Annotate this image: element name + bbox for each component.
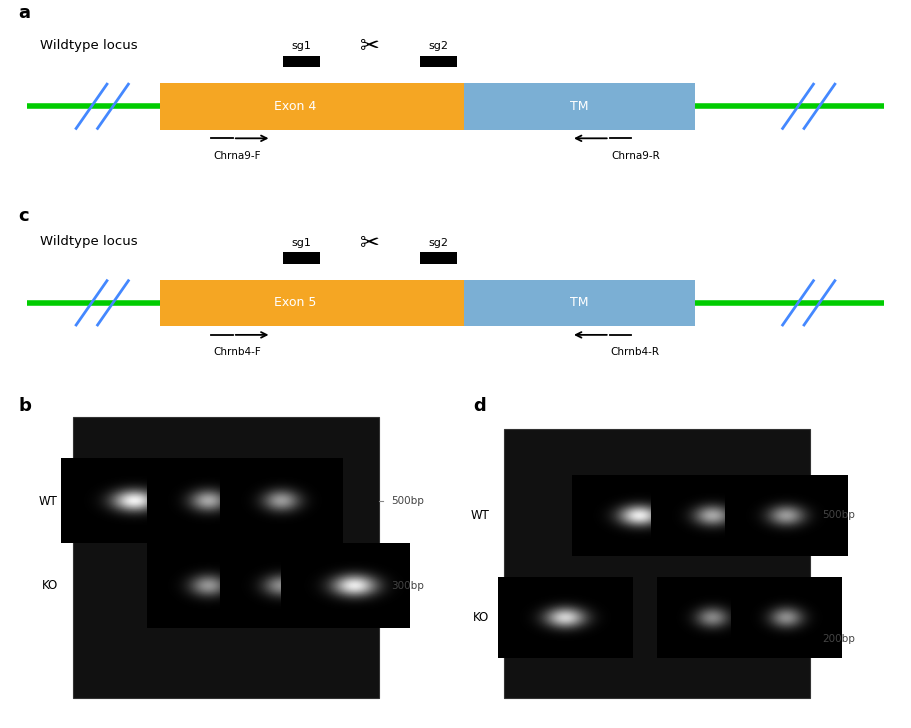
Text: 200bp: 200bp: [822, 634, 855, 644]
Bar: [420, 252, 457, 264]
Text: sg1: sg1: [292, 238, 312, 248]
Text: sg1: sg1: [292, 41, 312, 51]
Bar: [282, 55, 320, 67]
Text: a: a: [18, 4, 30, 22]
Bar: [464, 83, 695, 130]
Text: TM: TM: [570, 100, 589, 113]
Bar: [73, 417, 379, 698]
Text: ✂: ✂: [360, 34, 380, 58]
Text: b: b: [18, 397, 31, 415]
Bar: [420, 55, 457, 67]
Text: Exon 5: Exon 5: [273, 296, 316, 309]
Bar: [160, 280, 464, 326]
Text: ✂: ✂: [360, 231, 380, 255]
Text: Chrnb4-R: Chrnb4-R: [611, 347, 660, 357]
Bar: [282, 252, 320, 264]
Text: 500bp: 500bp: [822, 510, 855, 521]
Text: c: c: [18, 207, 29, 226]
Text: d: d: [474, 397, 486, 415]
Text: KO: KO: [42, 579, 58, 592]
Text: Wildtype locus: Wildtype locus: [40, 39, 138, 52]
Bar: [505, 429, 811, 698]
Text: WT: WT: [39, 495, 58, 507]
Text: Exon 4: Exon 4: [274, 100, 316, 113]
Text: TM: TM: [570, 296, 589, 309]
Text: 500bp: 500bp: [391, 496, 424, 506]
Text: KO: KO: [473, 611, 489, 624]
Text: Wildtype locus: Wildtype locus: [40, 235, 138, 248]
Bar: [464, 280, 695, 326]
Text: Chrnb4-F: Chrnb4-F: [213, 347, 261, 357]
Text: WT: WT: [470, 509, 489, 522]
Text: sg2: sg2: [428, 41, 448, 51]
Text: Chrna9-F: Chrna9-F: [213, 151, 261, 161]
Text: sg2: sg2: [428, 238, 448, 248]
Text: 300bp: 300bp: [391, 581, 424, 590]
Text: Chrna9-R: Chrna9-R: [611, 151, 660, 161]
Bar: [160, 83, 464, 130]
